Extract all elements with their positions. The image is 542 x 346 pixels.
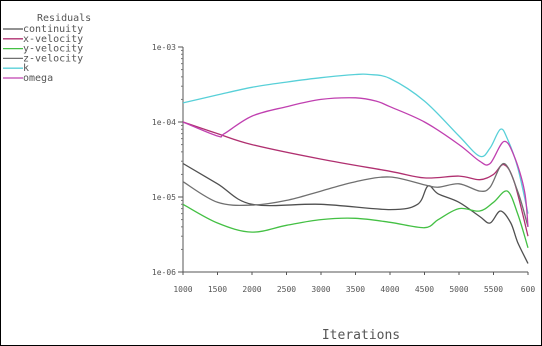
legend: Residuals continuityx-velocityy-velocity… xyxy=(3,13,91,84)
series-line-omega xyxy=(182,97,529,227)
x-tick-label: 2500 xyxy=(277,285,296,294)
series-line-z-velocity xyxy=(182,162,529,227)
legend-label-z-velocity: z-velocity xyxy=(23,53,83,64)
legend-label-continuity: continuity xyxy=(23,24,83,35)
x-axis-title: Iterations xyxy=(322,328,400,343)
series-line-continuity xyxy=(182,162,529,264)
series-line-k xyxy=(182,73,529,214)
legend-title: Residuals xyxy=(37,13,91,24)
legend-label-omega: omega xyxy=(23,73,53,84)
x-tick-label: 4000 xyxy=(380,285,399,294)
axes: 1000 1500 2000 2500 3000 3500 4000 4500 5000 5500… xyxy=(152,43,536,294)
legend-label-k: k xyxy=(23,63,29,74)
x-tick-label: 600 xyxy=(521,285,536,294)
legend-label-y-velocity: y-velocity xyxy=(23,44,83,55)
legend-label-x-velocity: x-velocity xyxy=(23,34,83,45)
y-tick-label: 1e-05 xyxy=(152,193,176,202)
x-tick-label: 3000 xyxy=(311,285,330,294)
x-tick-label: 4500 xyxy=(415,285,434,294)
x-tick-label: 5500 xyxy=(484,285,503,294)
y-tick-label: 1e-06 xyxy=(152,268,176,277)
series-line-x-velocity xyxy=(182,121,529,237)
series-line-y-velocity xyxy=(182,190,529,248)
y-tick-label: 1e-04 xyxy=(152,118,176,127)
y-tick-label: 1e-03 xyxy=(152,43,176,52)
x-tick-label: 2000 xyxy=(242,285,261,294)
x-tick-label: 3500 xyxy=(346,285,365,294)
series-layer xyxy=(182,73,529,264)
x-tick-label: 5000 xyxy=(449,285,468,294)
x-tick-label: 1500 xyxy=(208,285,227,294)
x-tick-label: 1000 xyxy=(173,285,192,294)
